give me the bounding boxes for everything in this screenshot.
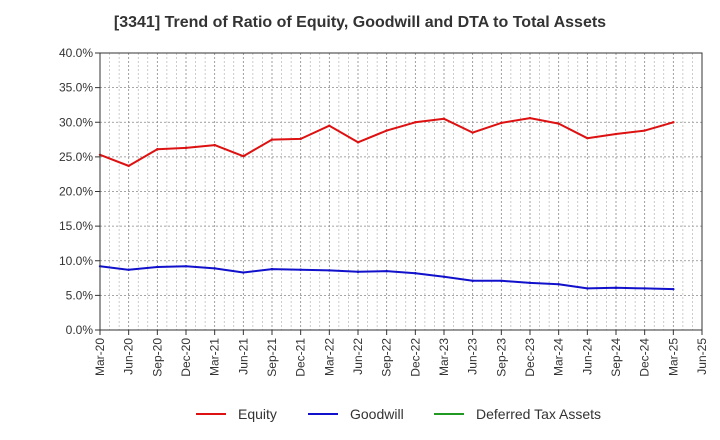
equity-point — [385, 129, 388, 132]
y-axis: 0.0% 5.0% 10.0% 15.0% 20.0% 25.0% 30.0% 35.0% 40… — [59, 46, 100, 337]
goodwill-point — [414, 272, 417, 275]
goodwill-point — [442, 275, 446, 278]
x-tick-label: Mar-24 — [552, 338, 566, 376]
y-tick-label: 20.0% — [59, 185, 93, 199]
y-tick-label: 5.0% — [66, 288, 94, 302]
y-tick-label: 35.0% — [59, 81, 93, 95]
legend: Equity Goodwill Deferred Tax Assets — [196, 406, 601, 422]
y-tick-label: 40.0% — [59, 46, 93, 60]
x-tick-label: Mar-23 — [437, 338, 451, 376]
legend-label-equity: Equity — [238, 406, 277, 422]
equity-point — [614, 132, 618, 136]
x-tick-label: Sep-23 — [494, 338, 508, 377]
goodwill-point — [299, 268, 302, 271]
x-axis: Mar-20 Jun-20 Sep-20 Dec-20 Mar-21 Jun-21 Sep-… — [93, 330, 709, 377]
equity-point — [528, 116, 532, 120]
equity-point — [442, 117, 446, 120]
equity-point — [299, 137, 302, 141]
goodwill-point — [328, 269, 331, 272]
series-lines — [98, 116, 675, 291]
x-tick-label: Jun-23 — [466, 338, 480, 375]
equity-point — [242, 154, 245, 158]
x-tick-label: Jun-24 — [580, 338, 594, 375]
x-tick-label: Sep-24 — [609, 338, 623, 377]
x-tick-label: Mar-21 — [208, 338, 222, 376]
equity-point — [156, 148, 159, 151]
y-tick-label: 30.0% — [59, 115, 93, 129]
x-tick-label: Sep-22 — [380, 338, 394, 377]
x-tick-label: Sep-21 — [265, 338, 279, 377]
goodwill-point — [471, 279, 474, 283]
x-tick-label: Jun-25 — [695, 338, 709, 375]
equity-point — [414, 121, 417, 124]
equity-point — [643, 129, 646, 132]
goodwill-point — [242, 271, 245, 274]
x-tick-label: Dec-20 — [179, 338, 193, 377]
equity-point — [471, 131, 474, 134]
goodwill-point — [356, 270, 360, 274]
equity-point — [127, 164, 130, 168]
equity-point — [184, 146, 188, 150]
x-tick-label: Mar-20 — [93, 338, 107, 376]
x-tick-label: Dec-24 — [638, 338, 652, 377]
goodwill-point — [586, 287, 589, 290]
goodwill-point — [614, 286, 618, 289]
equity-point — [500, 121, 503, 125]
goodwill-point — [184, 265, 188, 268]
y-tick-label: 15.0% — [59, 219, 93, 233]
chart-title: [3341] Trend of Ratio of Equity, Goodwil… — [113, 14, 607, 31]
goodwill-point — [385, 269, 388, 273]
equity-point — [270, 138, 274, 141]
goodwill-point — [500, 279, 503, 283]
legend-label-goodwill: Goodwill — [350, 406, 404, 422]
x-tick-label: Mar-22 — [322, 338, 336, 376]
goodwill-point — [270, 267, 274, 271]
y-tick-label: 25.0% — [59, 150, 93, 164]
equity-point — [356, 141, 360, 144]
x-tick-label: Dec-22 — [408, 338, 422, 377]
goodwill-point — [643, 287, 646, 290]
x-tick-label: Dec-23 — [523, 338, 537, 377]
legend-label-deferred-tax-assets: Deferred Tax Assets — [476, 406, 601, 422]
x-tick-label: Mar-25 — [666, 338, 680, 376]
goodwill-point — [528, 281, 532, 285]
x-tick-label: Dec-21 — [294, 338, 308, 377]
equity-point — [557, 122, 560, 125]
x-tick-label: Jun-20 — [122, 338, 136, 375]
equity-point — [586, 136, 589, 140]
y-tick-label: 0.0% — [66, 323, 94, 337]
goodwill-point — [213, 267, 216, 270]
goodwill-point — [557, 283, 560, 286]
equity-point — [328, 124, 331, 127]
goodwill-point — [127, 268, 130, 271]
equity-point — [213, 143, 216, 147]
goodwill-point — [156, 265, 159, 269]
x-tick-label: Jun-22 — [351, 338, 365, 375]
goodwill-point — [672, 287, 675, 291]
equity-point — [672, 121, 675, 124]
x-tick-label: Sep-20 — [150, 338, 164, 377]
x-tick-label: Jun-21 — [236, 338, 250, 375]
y-tick-label: 10.0% — [59, 254, 93, 268]
